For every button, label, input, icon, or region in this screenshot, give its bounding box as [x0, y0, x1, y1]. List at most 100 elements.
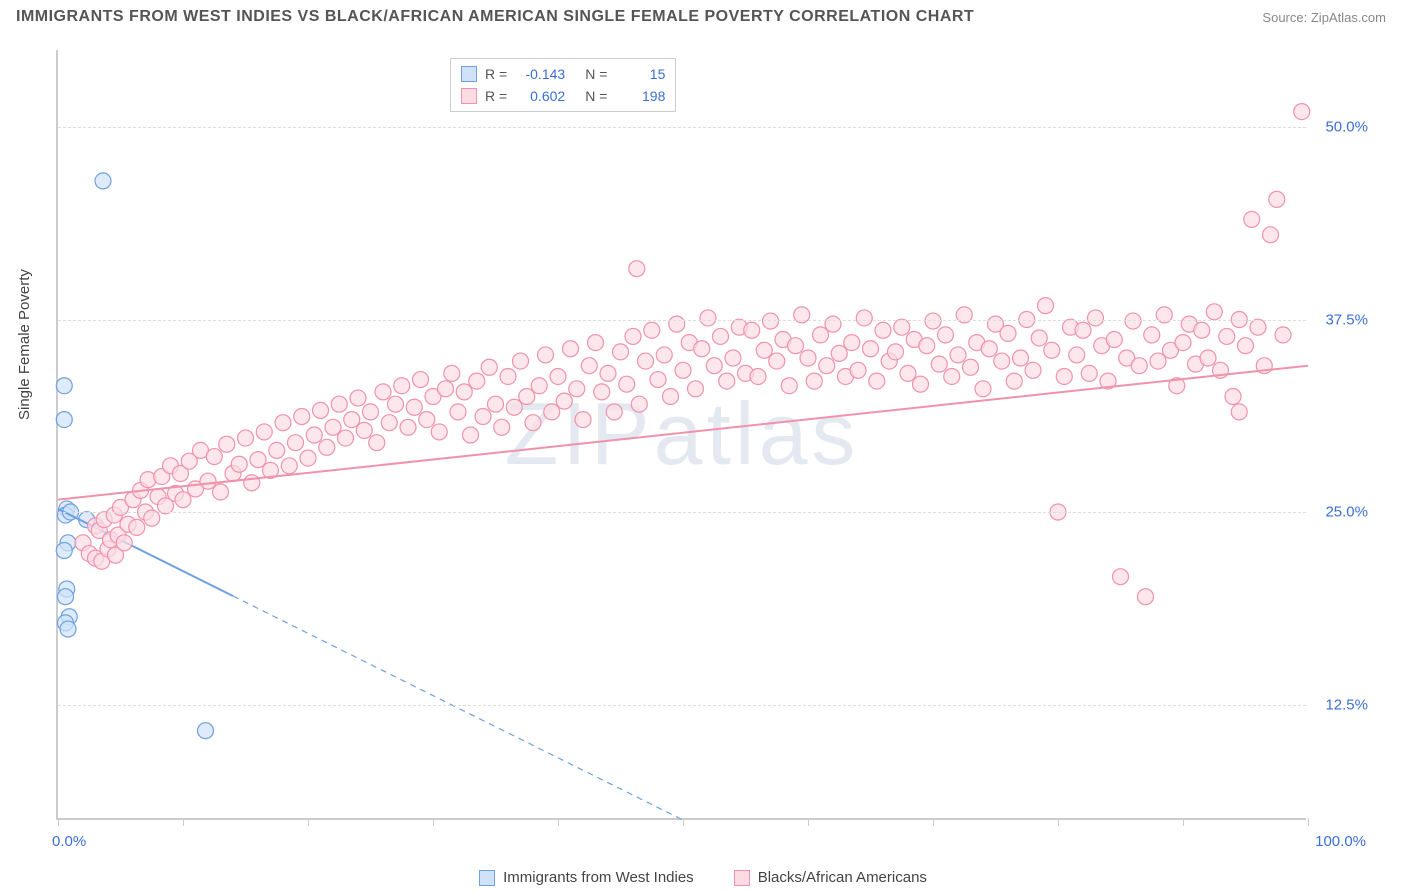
scatter-point: [550, 368, 566, 384]
scatter-point: [1244, 211, 1260, 227]
scatter-point: [1269, 191, 1285, 207]
scatter-point: [475, 409, 491, 425]
y-tick-label: 37.5%: [1325, 311, 1368, 328]
legend-series-item: Blacks/African Americans: [734, 869, 927, 886]
scatter-point: [58, 589, 74, 605]
scatter-point: [863, 341, 879, 357]
scatter-point: [713, 328, 729, 344]
scatter-point: [688, 381, 704, 397]
scatter-point: [488, 396, 504, 412]
scatter-point: [363, 404, 379, 420]
scatter-point: [1131, 358, 1147, 374]
scatter-point: [494, 419, 510, 435]
scatter-point: [350, 390, 366, 406]
scatter-point: [56, 412, 72, 428]
scatter-point: [400, 419, 416, 435]
x-tick: [558, 818, 559, 826]
scatter-point: [944, 368, 960, 384]
chart-plot-area: ZIPatlas 12.5%25.0%37.5%50.0%: [56, 50, 1306, 820]
scatter-point: [1044, 342, 1060, 358]
x-tick: [1308, 818, 1309, 826]
scatter-point: [413, 372, 429, 388]
x-tick: [58, 818, 59, 826]
scatter-point: [1144, 327, 1160, 343]
scatter-point: [1125, 313, 1141, 329]
scatter-point: [1250, 319, 1266, 335]
scatter-point: [581, 358, 597, 374]
scatter-point: [588, 335, 604, 351]
scatter-point: [1275, 327, 1291, 343]
scatter-point: [806, 373, 822, 389]
scatter-point: [269, 442, 285, 458]
scatter-point: [250, 452, 266, 468]
scatter-point: [1138, 589, 1154, 605]
scatter-point: [925, 313, 941, 329]
scatter-point: [325, 419, 341, 435]
y-tick-label: 12.5%: [1325, 696, 1368, 713]
scatter-point: [625, 328, 641, 344]
scatter-point: [644, 322, 660, 338]
n-value: 198: [615, 85, 665, 107]
scatter-point: [1006, 373, 1022, 389]
scatter-point: [919, 338, 935, 354]
scatter-point: [116, 535, 132, 551]
scatter-point: [938, 327, 954, 343]
gridline-h: [58, 127, 1306, 128]
scatter-point: [850, 362, 866, 378]
r-value: 0.602: [515, 85, 565, 107]
scatter-point: [281, 458, 297, 474]
scatter-point: [744, 322, 760, 338]
scatter-point: [950, 347, 966, 363]
legend-swatch: [461, 88, 477, 104]
scatter-point: [819, 358, 835, 374]
scatter-point: [1025, 362, 1041, 378]
scatter-point: [438, 381, 454, 397]
scatter-point: [506, 399, 522, 415]
scatter-point: [431, 424, 447, 440]
scatter-point: [619, 376, 635, 392]
scatter-point: [606, 404, 622, 420]
y-tick-label: 50.0%: [1325, 119, 1368, 136]
scatter-point: [875, 322, 891, 338]
source-attribution: Source: ZipAtlas.com: [1262, 10, 1386, 25]
scatter-point: [629, 261, 645, 277]
scatter-point: [719, 373, 735, 389]
scatter-point: [356, 422, 372, 438]
scatter-point: [650, 372, 666, 388]
scatter-point: [388, 396, 404, 412]
scatter-point: [963, 359, 979, 375]
scatter-point: [375, 384, 391, 400]
scatter-point: [481, 359, 497, 375]
scatter-point: [844, 335, 860, 351]
scatter-point: [694, 341, 710, 357]
trend-line-dashed: [233, 596, 683, 820]
scatter-point: [319, 439, 335, 455]
scatter-point: [1075, 322, 1091, 338]
x-tick: [933, 818, 934, 826]
scatter-point: [1106, 332, 1122, 348]
scatter-point: [788, 338, 804, 354]
n-label: N =: [585, 63, 607, 85]
scatter-point: [275, 415, 291, 431]
scatter-point: [700, 310, 716, 326]
r-label: R =: [485, 85, 507, 107]
scatter-point: [381, 415, 397, 431]
scatter-point: [175, 492, 191, 508]
scatter-point: [519, 389, 535, 405]
chart-title: IMMIGRANTS FROM WEST INDIES VS BLACK/AFR…: [16, 8, 974, 26]
x-tick: [808, 818, 809, 826]
scatter-point: [444, 365, 460, 381]
y-axis-label: Single Female Poverty: [16, 269, 33, 420]
scatter-point: [513, 353, 529, 369]
scatter-point: [656, 347, 672, 363]
scatter-point: [95, 173, 111, 189]
scatter-point: [1113, 569, 1129, 585]
scatter-point: [394, 378, 410, 394]
x-tick-label-min: 0.0%: [52, 833, 86, 850]
scatter-point: [600, 365, 616, 381]
scatter-point: [450, 404, 466, 420]
scatter-point: [213, 484, 229, 500]
scatter-point: [198, 723, 214, 739]
scatter-point: [800, 350, 816, 366]
x-tick: [433, 818, 434, 826]
